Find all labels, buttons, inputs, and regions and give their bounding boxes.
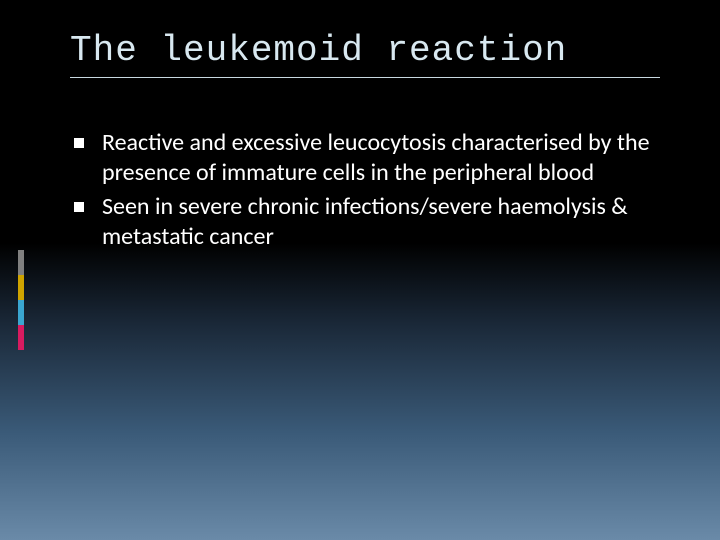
- accent-seg-1: [18, 250, 24, 275]
- accent-bar: [18, 250, 24, 350]
- accent-seg-2: [18, 275, 24, 300]
- bullet-item: Seen in severe chronic infections/severe…: [74, 192, 660, 252]
- slide: The leukemoid reaction Reactive and exce…: [0, 0, 720, 540]
- accent-seg-3: [18, 300, 24, 325]
- accent-seg-4: [18, 325, 24, 350]
- bullet-list: Reactive and excessive leucocytosis char…: [70, 128, 660, 252]
- title-underline: [70, 77, 660, 78]
- bullet-item: Reactive and excessive leucocytosis char…: [74, 128, 660, 188]
- slide-title: The leukemoid reaction: [70, 30, 660, 71]
